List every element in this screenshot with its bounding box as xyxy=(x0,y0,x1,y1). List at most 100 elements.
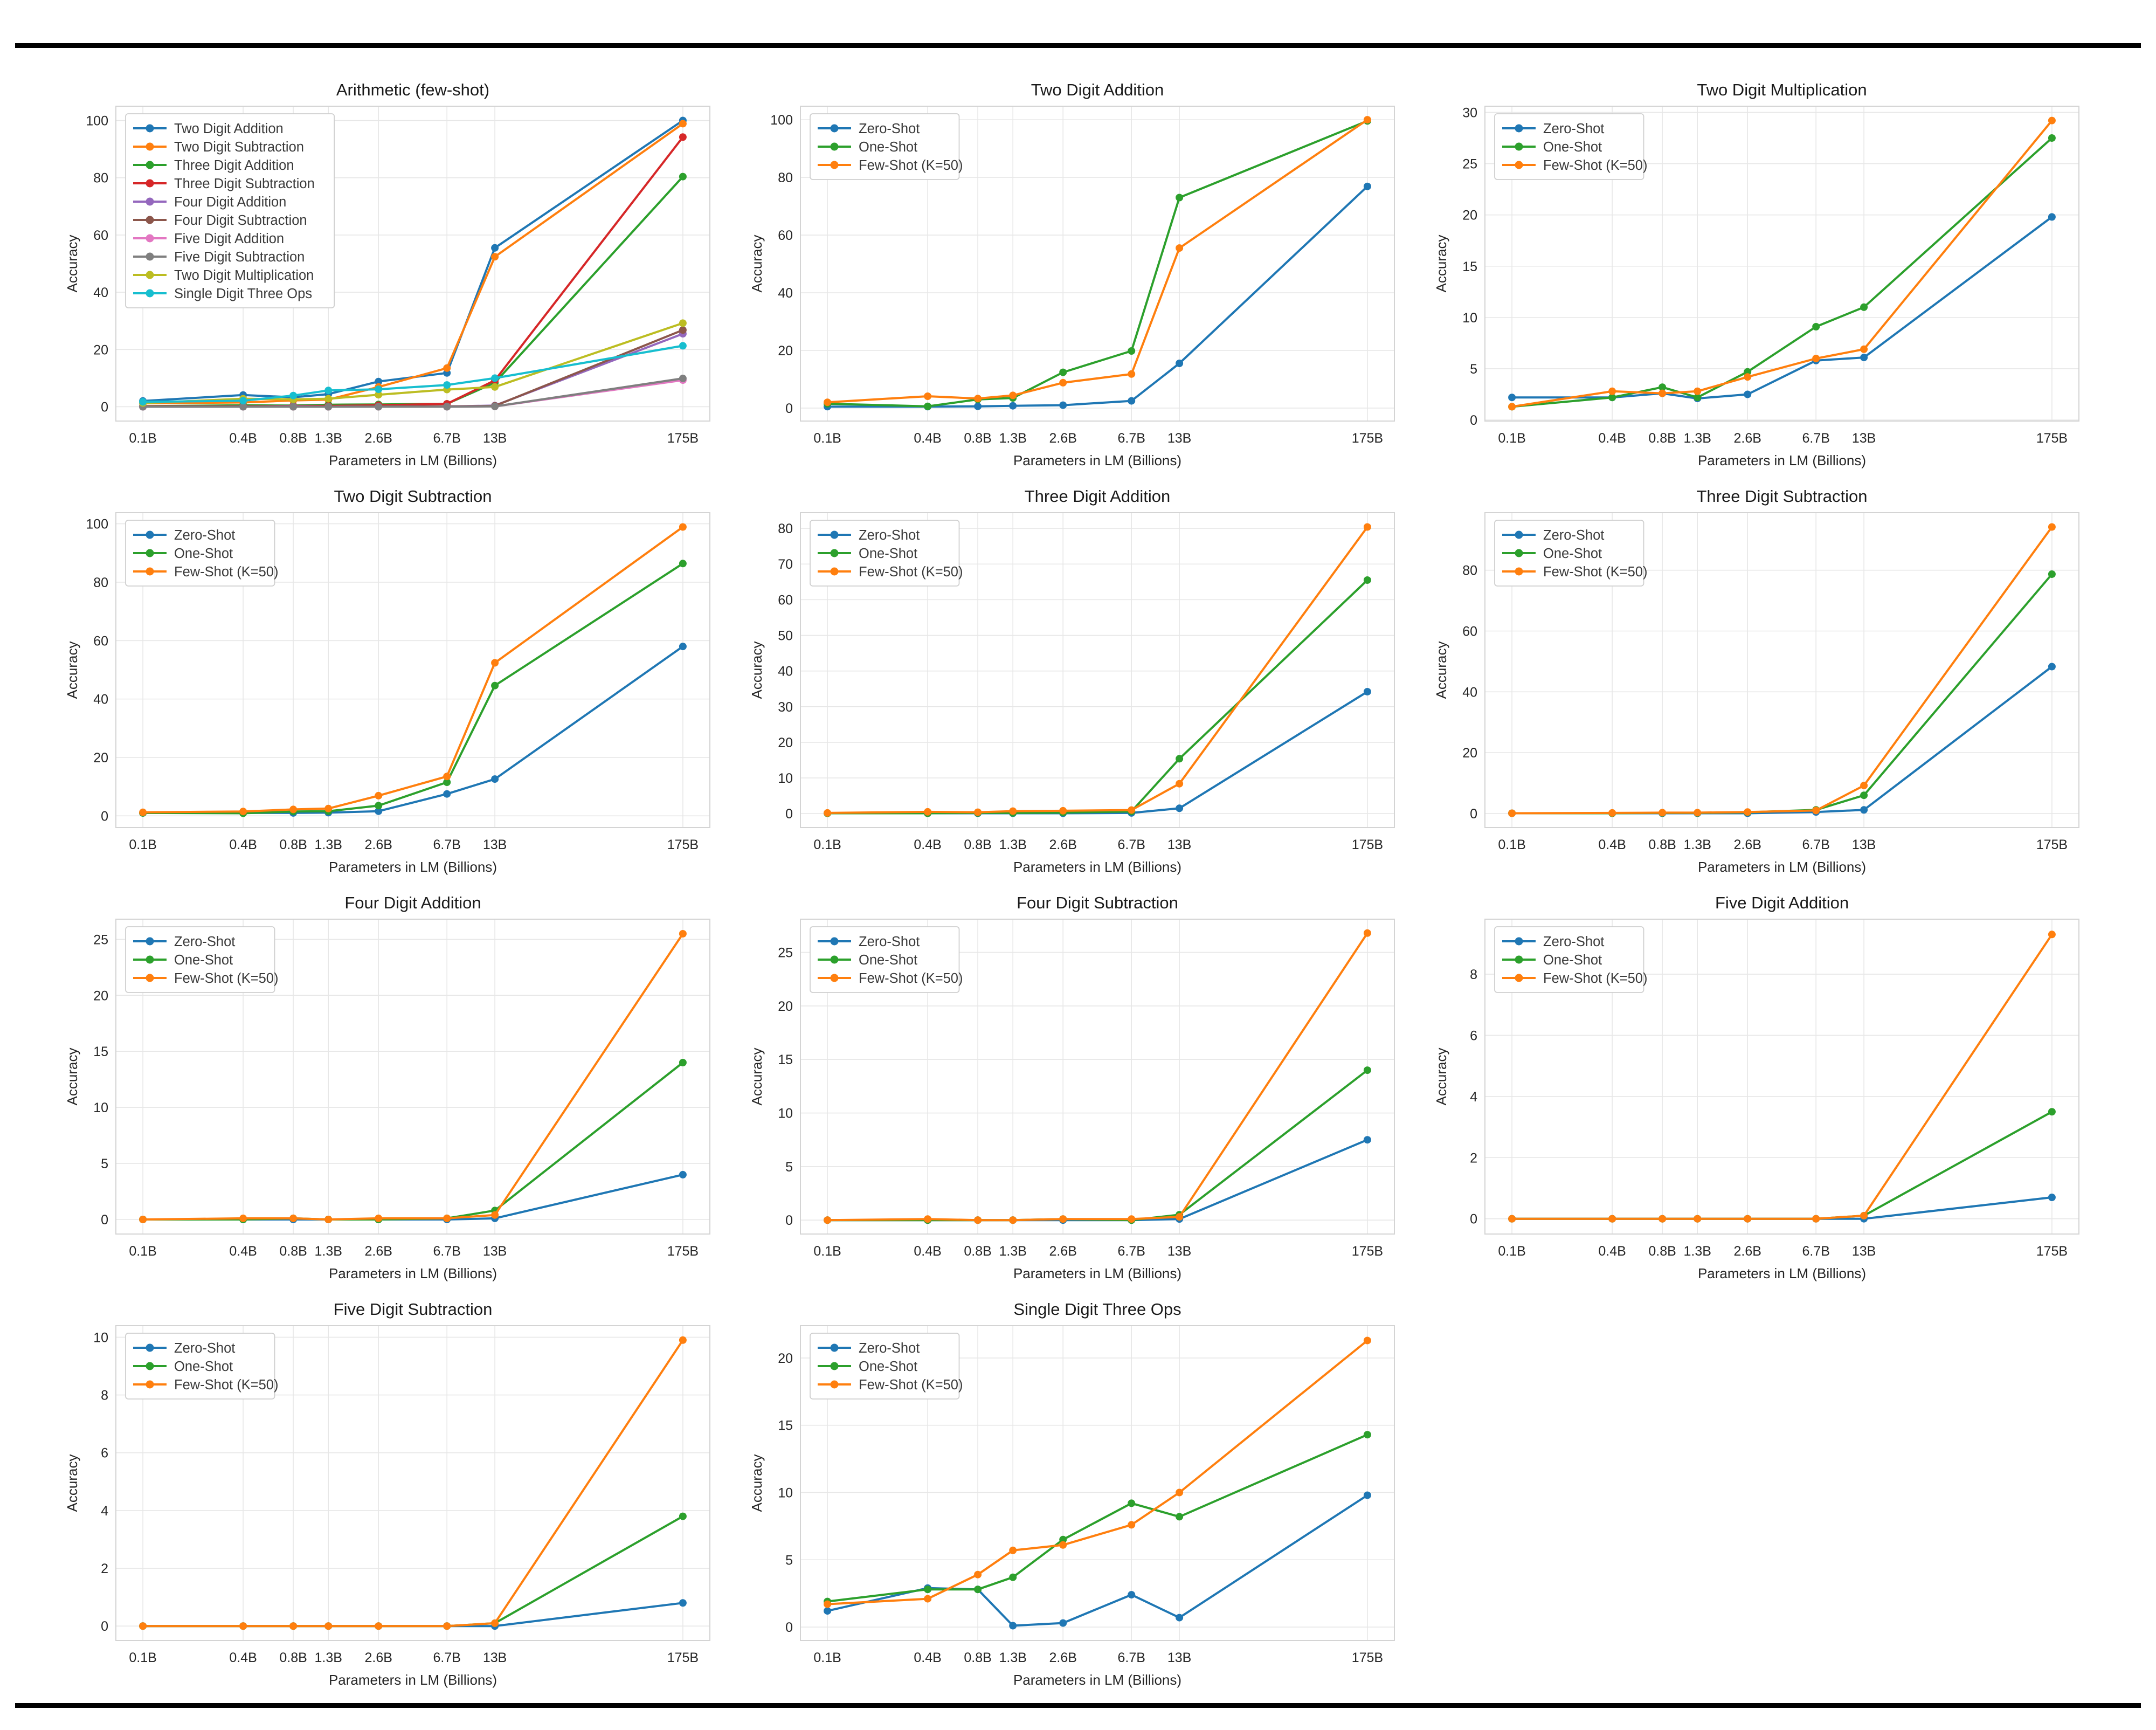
series-marker-few-shot-k-50 xyxy=(1363,523,1371,531)
series-marker-few-shot-k-50 xyxy=(2048,523,2056,531)
series-marker-few-shot-k-50 xyxy=(139,808,147,816)
legend-marker xyxy=(146,289,154,298)
series-line-one-shot xyxy=(826,1433,1369,1603)
legend-label: Few-Shot (K=50) xyxy=(859,1377,963,1393)
y-tick-label: 60 xyxy=(778,592,793,608)
chart-two-digit-multiplication: 0 5 10 15 20 25 30 0.1B 0.4B 0.8B 1.3B 2.6B 6.7B 13B 1… xyxy=(1433,80,2079,468)
series-marker-zero-shot xyxy=(679,1599,687,1607)
subplot-two-digit-addition: 0 20 40 60 80 100 0.1B 0.4B 0.8B 1.3B 2.6B 6.7B 13B 1… xyxy=(747,75,1409,474)
x-tick-label: 13B xyxy=(1167,1244,1191,1259)
chart-five-digit-subtraction: 0 2 4 6 8 10 0.1B 0.4B 0.8B 1.3B 2.6B 6.7B 13B 175B Fi… xyxy=(64,1300,710,1688)
x-tick-label: 2.6B xyxy=(1733,837,1761,852)
series-marker-few-shot-k-50 xyxy=(1128,1521,1136,1529)
legend: Zero-Shot One-Shot Few-Shot (K=50) xyxy=(810,926,963,993)
axes-border xyxy=(115,1325,710,1641)
series-marker-one-shot xyxy=(1059,1535,1067,1543)
x-tick-label: 0.8B xyxy=(964,1244,991,1259)
y-tick-label: 4 xyxy=(101,1504,108,1519)
series-marker-few-shot-k-50 xyxy=(375,1214,383,1222)
y-tick-label: 80 xyxy=(93,575,108,590)
legend-box xyxy=(125,926,275,993)
series-marker-few-shot-k-50 xyxy=(679,1336,687,1344)
series-marker-few-shot-k-50 xyxy=(1059,807,1067,815)
x-tick-label: 2.6B xyxy=(364,837,392,852)
x-tick-label: 0.4B xyxy=(229,431,257,446)
axes-border xyxy=(1484,106,2079,422)
chart-title: Three Digit Subtraction xyxy=(1696,487,1867,506)
y-tick-label: 20 xyxy=(93,750,108,766)
x-tick-label: 2.6B xyxy=(364,1650,392,1665)
series-marker-few-shot-k-50 xyxy=(1176,1488,1184,1497)
series-line-few-shot-k-50 xyxy=(826,932,1369,1222)
y-tick-label: 10 xyxy=(93,1100,108,1115)
legend-label: Three Digit Subtraction xyxy=(174,176,315,191)
y-axis-label: Accuracy xyxy=(64,1455,80,1512)
y-tick-label: 40 xyxy=(1462,685,1477,700)
series-marker-few-shot-k-50 xyxy=(1508,1215,1516,1223)
y-tick-label: 6 xyxy=(1470,1028,1477,1043)
y-tick-label: 80 xyxy=(1462,563,1477,578)
top-horizontal-rule xyxy=(15,43,2141,48)
legend-marker xyxy=(146,216,154,224)
legend: Zero-Shot One-Shot Few-Shot (K=50) xyxy=(125,520,278,587)
axes-border xyxy=(115,106,710,422)
x-tick-label: 6.7B xyxy=(1802,431,1829,446)
x-tick-label: 13B xyxy=(483,1244,507,1259)
y-tick-label: 10 xyxy=(778,1106,793,1121)
series-marker-few-shot-k-50 xyxy=(289,1214,298,1222)
x-tick-label: 175B xyxy=(2036,431,2068,446)
x-tick-label: 13B xyxy=(483,431,507,446)
series-line-few-shot-k-50 xyxy=(826,119,1369,404)
x-tick-label: 13B xyxy=(1167,431,1191,446)
x-tick-label: 175B xyxy=(667,837,699,852)
subplot-five-digit-addition: 0 2 4 6 8 0.1B 0.4B 0.8B 1.3B 2.6B 6.7B 13B 175B Five… xyxy=(1431,888,2094,1287)
x-tick-label: 2.6B xyxy=(1049,1244,1076,1259)
series-marker-one-shot xyxy=(924,1586,932,1594)
series-marker-few-shot-k-50 xyxy=(1608,809,1616,817)
x-axis-label: Parameters in LM (Billions) xyxy=(1013,1672,1181,1688)
series-marker-zero-shot xyxy=(1059,1619,1067,1627)
legend-marker xyxy=(146,955,154,964)
series-line-few-shot-k-50 xyxy=(142,1339,684,1628)
legend-box xyxy=(125,1333,275,1400)
legend-marker xyxy=(830,549,839,557)
legend-marker xyxy=(830,1380,839,1389)
x-tick-label: 0.1B xyxy=(813,1650,841,1665)
series-marker-few-shot-k-50 xyxy=(1508,809,1516,817)
series-marker-one-shot xyxy=(679,1512,687,1520)
series-marker-zero-shot xyxy=(1059,401,1067,409)
legend-marker xyxy=(146,937,154,946)
x-tick-label: 0.8B xyxy=(279,837,307,852)
series-marker-zero-shot xyxy=(1128,1591,1136,1599)
legend-marker xyxy=(830,955,839,964)
x-tick-label: 175B xyxy=(667,431,699,446)
y-axis-label: Accuracy xyxy=(749,642,765,699)
y-tick-label: 100 xyxy=(86,114,108,129)
series-marker-few-shot-k-50 xyxy=(289,805,298,814)
x-tick-label: 13B xyxy=(1852,431,1876,446)
y-axis-label: Accuracy xyxy=(749,1048,765,1106)
x-tick-label: 0.4B xyxy=(914,1650,941,1665)
series-marker-five-digit-subtraction xyxy=(443,403,451,411)
x-axis-label: Parameters in LM (Billions) xyxy=(329,859,497,875)
legend-box xyxy=(1494,520,1644,587)
y-tick-label: 4 xyxy=(1470,1090,1477,1105)
y-tick-label: 40 xyxy=(778,286,793,301)
series-line-few-shot-k-50 xyxy=(142,933,684,1221)
series-marker-few-shot-k-50 xyxy=(324,1622,333,1630)
series-marker-one-shot xyxy=(1860,303,1868,311)
legend-label: Two Digit Addition xyxy=(174,121,284,136)
x-tick-label: 0.4B xyxy=(914,1244,941,1259)
series-marker-two-digit-multiplication xyxy=(491,383,499,391)
series-marker-few-shot-k-50 xyxy=(1363,929,1371,937)
legend-label: Few-Shot (K=50) xyxy=(1543,971,1647,986)
chart-four-digit-subtraction: 0 5 10 15 20 25 0.1B 0.4B 0.8B 1.3B 2.6B 6.7B 13B 175… xyxy=(749,893,1395,1281)
series-marker-few-shot-k-50 xyxy=(1176,244,1184,252)
y-tick-label: 60 xyxy=(93,228,108,243)
x-tick-label: 1.3B xyxy=(1683,1244,1711,1259)
series-marker-few-shot-k-50 xyxy=(974,395,982,403)
y-tick-label: 2 xyxy=(1470,1150,1477,1166)
subplot-single-digit-three-ops: 0 5 10 15 20 0.1B 0.4B 0.8B 1.3B 2.6B 6.7B 13B 175B S… xyxy=(747,1294,1409,1693)
series-marker-one-shot xyxy=(1363,1431,1371,1439)
series-marker-zero-shot xyxy=(679,1170,687,1178)
